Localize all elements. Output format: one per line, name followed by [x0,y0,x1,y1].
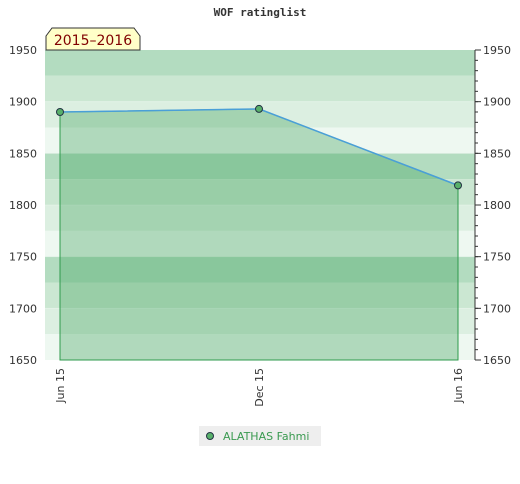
y2-tick-label: 1650 [483,354,511,367]
period-box [45,27,141,51]
point [454,181,462,190]
legend-label: ALATHAS Fahmi [223,430,309,443]
band [45,50,475,76]
y-tick-label: 1850 [9,147,37,160]
x-tick-label: Dec 15 [253,368,266,407]
y2-tick-label: 1850 [483,147,511,160]
y-tick-label: 1650 [9,354,37,367]
y2-tick-label: 1950 [483,44,511,57]
point [255,104,263,113]
band [45,282,475,309]
legend-box [199,426,321,446]
y2-tick-label: 1900 [483,96,511,109]
legend: ALATHAS Fahmi [199,426,321,446]
y-tick-label: 1950 [9,44,37,57]
period-label: 2015–2016 [45,27,141,51]
legend-marker [206,432,214,440]
y-tick-label: 1900 [9,96,37,109]
band [45,127,475,154]
y-tick-label: 1700 [9,302,37,315]
y-tick-label: 1800 [9,199,37,212]
x-tick-label: Jun 16 [452,368,465,404]
y2-tick-label: 1700 [483,302,511,315]
x-tick-label: Jun 15 [54,368,67,404]
point [56,108,64,116]
band [45,230,475,257]
plot: 1650 1650 1700 1700 1750 1750 1800 1800 1850 1850… [9,44,511,407]
band [45,153,475,180]
y2-tick-label: 1800 [483,199,511,212]
band [45,179,475,205]
chart-title: WOF ratinglist [214,6,307,19]
y-tick-label: 1750 [9,251,37,264]
band [45,205,475,231]
background-bands [45,50,475,360]
band [45,308,475,335]
band [45,256,475,283]
y2-tick-label: 1750 [483,251,511,264]
band [45,75,475,102]
band [45,334,475,360]
period-text: 2015–2016 [54,33,132,49]
